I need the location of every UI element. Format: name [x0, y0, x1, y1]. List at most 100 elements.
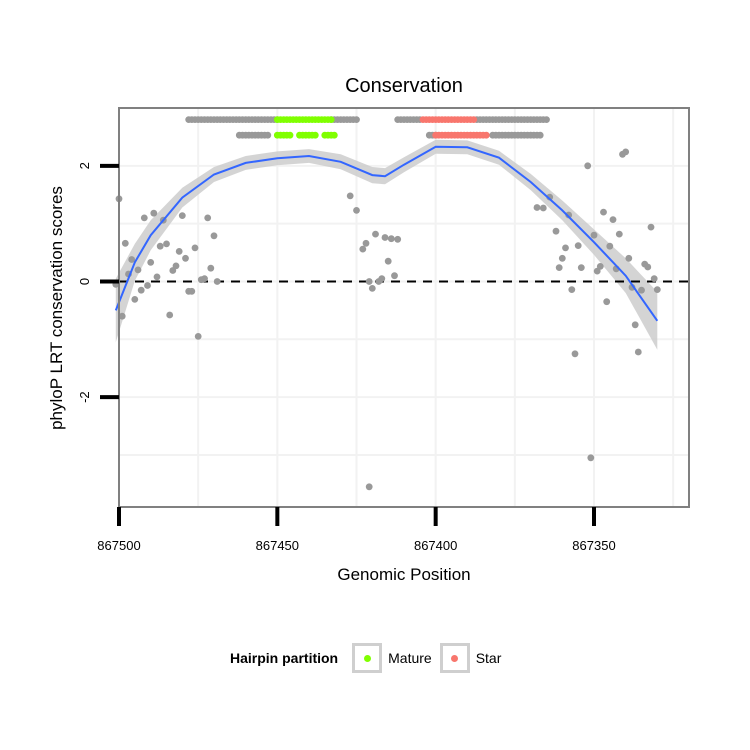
legend-title: Hairpin partition [230, 650, 339, 666]
point-other [131, 296, 139, 303]
point-other [121, 239, 129, 247]
point-other [600, 208, 607, 216]
point-other [201, 275, 208, 282]
point-other [118, 312, 126, 320]
point-other [166, 311, 174, 319]
chart-title: Conservation [345, 75, 463, 97]
point-other [596, 263, 604, 270]
point-other [631, 321, 639, 329]
point-other [365, 278, 373, 285]
point-other [587, 454, 595, 462]
point-other [204, 214, 212, 222]
legend-dot-mature [363, 654, 371, 662]
point-other [609, 216, 617, 224]
point-other [625, 254, 633, 262]
x-tick-label: 867450 [256, 538, 299, 553]
point-other [128, 256, 136, 263]
point-other [574, 242, 582, 250]
point-other [175, 248, 183, 255]
point-other [372, 230, 379, 238]
plot-area: 867500 867450 867400 867350 -2 0 2 [77, 107, 690, 553]
smooth-line [114, 145, 659, 322]
x-tick-label: 867400 [414, 538, 457, 553]
legend-label-mature: Mature [388, 650, 432, 666]
point-other [555, 264, 563, 271]
point-other [134, 266, 142, 274]
point-other [558, 254, 566, 262]
point-other [638, 286, 645, 294]
point-hairpin-other [353, 116, 360, 123]
legend-dot-star [451, 654, 459, 662]
point-hairpin-other [264, 131, 272, 139]
point-other [137, 286, 145, 294]
y-tick-label: 0 [77, 278, 92, 285]
point-other [346, 192, 354, 200]
point-mature [311, 131, 319, 139]
point-other [353, 207, 360, 214]
point-other [213, 278, 221, 285]
point-other [387, 235, 395, 243]
point-other [172, 262, 180, 270]
point-other [156, 242, 164, 250]
point-other [384, 257, 392, 265]
y-axis-label: phyloP LRT conservation scores [47, 186, 66, 430]
point-other [644, 263, 652, 271]
point-mature [286, 131, 294, 139]
point-other [362, 239, 370, 247]
point-other [584, 162, 592, 170]
legend: Hairpin partition Mature Star [230, 640, 509, 676]
point-other [194, 333, 202, 340]
plot-border [118, 107, 690, 508]
point-hairpin-other [536, 131, 544, 139]
y-tick-label: -2 [77, 391, 92, 403]
point-other [571, 350, 579, 358]
point-other [210, 232, 218, 240]
point-other [603, 298, 611, 306]
point-other [147, 259, 155, 266]
point-other [577, 264, 585, 271]
point-other [153, 273, 161, 281]
point-hairpin-other [543, 116, 550, 123]
point-other [144, 282, 151, 289]
point-other [391, 272, 398, 280]
point-other [188, 287, 196, 295]
point-other [368, 285, 376, 292]
point-other [590, 231, 598, 239]
point-other [178, 212, 186, 220]
point-other [207, 264, 215, 272]
point-other [653, 286, 661, 293]
point-other [163, 240, 170, 248]
point-other [140, 214, 148, 222]
point-mature [330, 131, 338, 139]
point-other [150, 209, 158, 217]
point-other [565, 211, 573, 219]
point-other [365, 483, 373, 491]
x-tick-label: 867500 [97, 538, 140, 553]
point-other [568, 286, 576, 293]
point-other [615, 230, 623, 238]
point-mature [327, 116, 335, 123]
point-other [539, 204, 547, 212]
point-other [394, 235, 402, 243]
point-star [482, 131, 490, 139]
legend-key-star [439, 643, 470, 673]
point-other [562, 244, 569, 252]
point-other [634, 348, 642, 356]
point-other [647, 223, 655, 231]
y-tick-label: 2 [77, 162, 92, 169]
point-other [552, 227, 560, 235]
point-other [650, 275, 658, 282]
point-other [378, 275, 386, 282]
point-other [622, 148, 630, 156]
legend-key-mature [352, 643, 383, 673]
legend-label-star: Star [475, 650, 502, 666]
point-star [470, 116, 478, 123]
point-other [191, 244, 199, 252]
point-other [381, 234, 389, 241]
x-axis-label: Genomic Position [337, 565, 470, 584]
point-other [182, 254, 189, 262]
x-tick-label: 867350 [572, 538, 615, 553]
point-other [606, 242, 614, 250]
point-other [533, 204, 541, 211]
